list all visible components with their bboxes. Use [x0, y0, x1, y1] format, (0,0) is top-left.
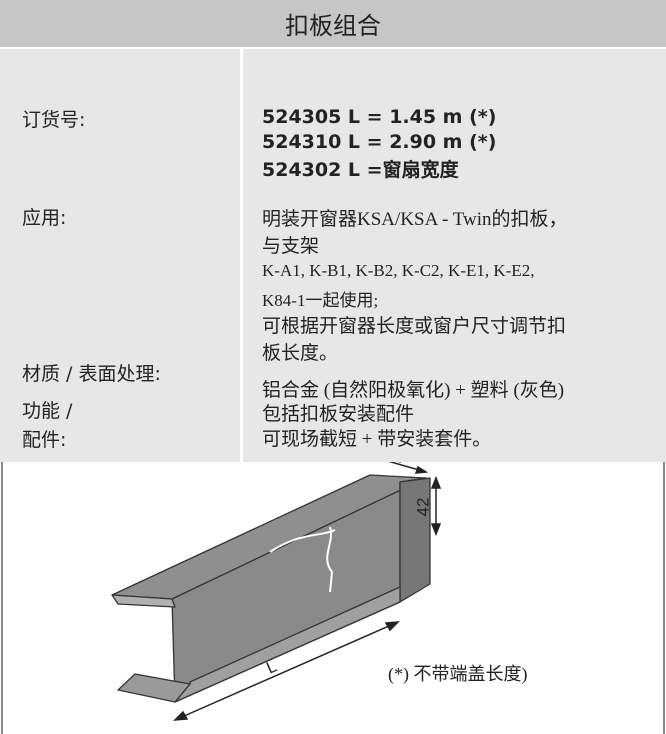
drawing-part	[269, 529, 336, 553]
figure: 57 42 L (*) 不带端盖长度)	[1, 462, 665, 734]
order-line: 524310 L = 2.90 m (*)	[262, 131, 497, 153]
figure-caption: (*) 不带端盖长度)	[388, 664, 527, 685]
drawing-part	[111, 594, 176, 608]
drawing-part	[117, 673, 191, 703]
drawing-part	[173, 462, 442, 721]
text-line: 明装开窗器KSA/KSA - Twin的扣板，	[262, 209, 568, 230]
row-label: 订货号:	[22, 109, 86, 131]
text-line: K-A1, K-B1, K-B2, K-C2, K-E1, K-E2,	[262, 261, 535, 280]
row-label: 配件:	[22, 429, 67, 451]
drawing-part	[430, 475, 442, 489]
dimension-label: 42	[413, 498, 432, 517]
label-column	[0, 49, 240, 462]
header-title: 扣板组合	[0, 0, 666, 49]
text-line: 铝合金 (自然阳极氧化) + 塑料 (灰色)	[262, 380, 565, 401]
drawing-part	[173, 710, 189, 721]
text-line: 可根据开窗器长度或窗户尺寸调节扣	[262, 316, 567, 337]
dimension-label: L	[263, 656, 279, 677]
drawing-part	[430, 523, 442, 537]
order-line: 524305 L = 1.45 m (*)	[262, 106, 497, 128]
row-label: 材质 / 表面处理:	[22, 363, 161, 385]
row-label: 功能 /	[22, 400, 73, 422]
dimension-label: 57	[386, 462, 411, 469]
content-column	[243, 49, 666, 462]
text-line: 板长度。	[262, 343, 339, 364]
text-line: K84-1一起使用;	[262, 291, 379, 310]
text-line: 可现场截短 + 带安装套件。	[262, 429, 492, 450]
text-line: 包括扣板安装配件	[262, 404, 415, 425]
text-line: 与支架	[262, 236, 320, 257]
drawing-part	[414, 465, 429, 474]
profile-drawing	[111, 474, 431, 703]
drawing-part	[174, 621, 399, 721]
drawing-part	[384, 621, 400, 632]
order-line: 524302 L =窗扇宽度	[262, 159, 459, 181]
drawing-part	[399, 477, 431, 603]
row-label: 应用:	[22, 207, 67, 229]
